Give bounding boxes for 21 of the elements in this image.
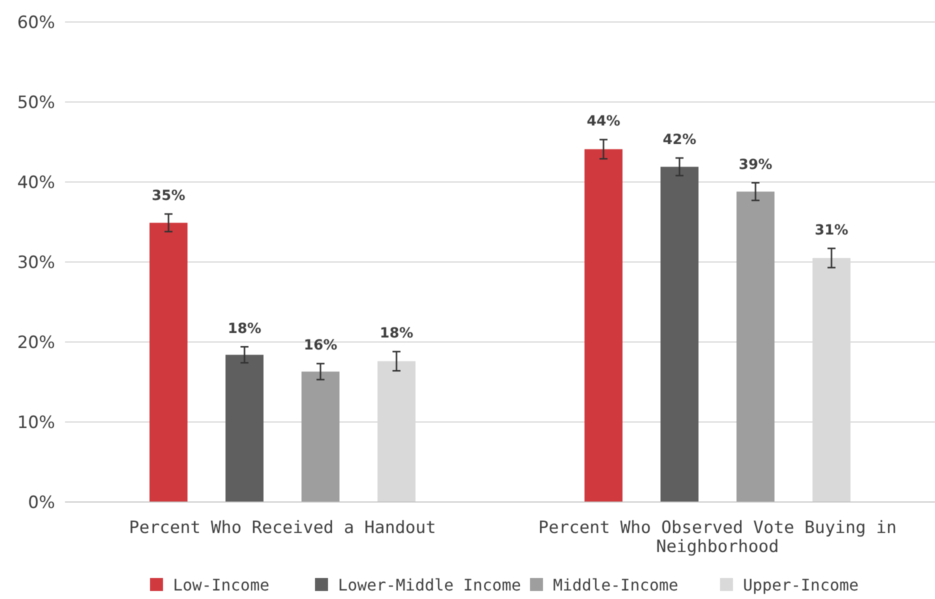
y-tick-label: 20% [17, 332, 55, 353]
y-tick-label: 0% [28, 492, 55, 513]
x-tick-label: Percent Who Observed Vote Buying in Neighborhood [538, 518, 897, 557]
y-tick-label: 30% [17, 252, 55, 273]
data-label: 31% [814, 222, 848, 238]
data-label: 42% [662, 132, 696, 148]
data-label: 18% [380, 326, 414, 342]
y-tick-label: 50% [17, 92, 55, 113]
legend-label: Lower-Middle Income [338, 576, 522, 595]
data-label: 35% [152, 188, 186, 204]
y-tick-label: 40% [17, 172, 55, 193]
data-label: 16% [304, 338, 338, 354]
data-label: 39% [738, 156, 772, 173]
data-label: 44% [586, 114, 620, 130]
legend-label: Middle-Income [553, 576, 678, 595]
legend-label: Upper-Income [743, 576, 859, 595]
data-label: 18% [228, 320, 262, 337]
x-tick-label: Percent Who Received a Handout [128, 518, 436, 538]
y-tick-label: 10% [17, 412, 55, 433]
legend-label: Low-Income [173, 576, 270, 595]
y-tick-label: 60% [17, 12, 55, 33]
